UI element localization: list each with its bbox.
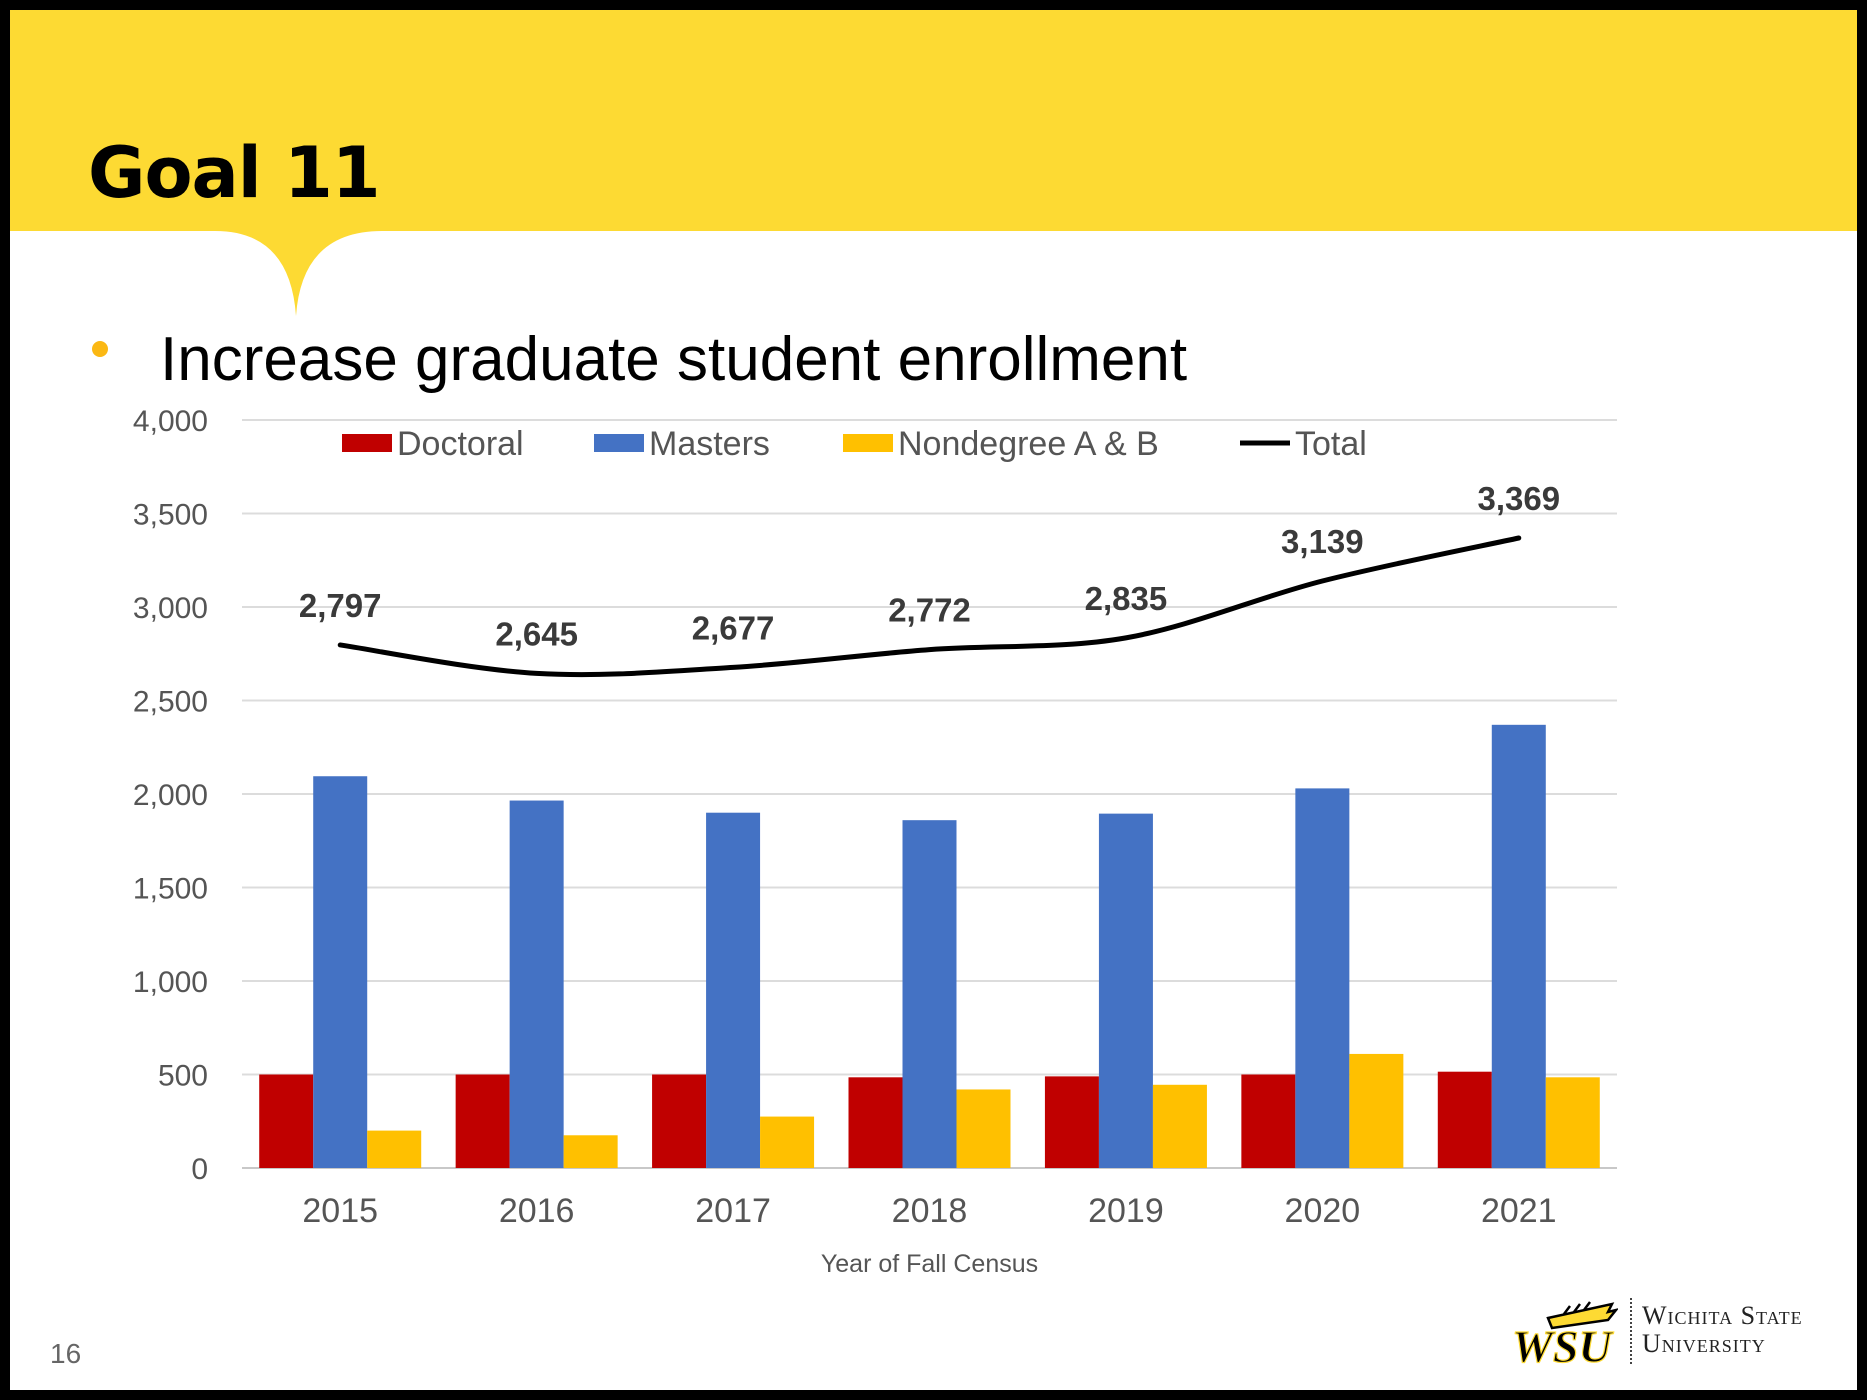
bar-masters <box>902 820 957 1168</box>
bar-nondegree-a-b <box>367 1130 422 1168</box>
slide-title: Goal 11 <box>88 132 381 214</box>
bar-nondegree-a-b <box>956 1089 1011 1168</box>
bar-doctoral <box>1241 1074 1296 1168</box>
x-axis-title: Year of Fall Census <box>821 1250 1038 1278</box>
x-tick-label: 2017 <box>695 1192 771 1230</box>
bar-masters <box>1295 788 1350 1168</box>
bar-masters <box>1098 813 1153 1168</box>
legend-swatch-masters <box>594 434 644 452</box>
bar-nondegree-a-b <box>760 1116 815 1168</box>
bar-doctoral <box>259 1074 314 1168</box>
x-tick-label: 2015 <box>302 1192 378 1230</box>
y-tick-label: 1,500 <box>133 873 208 906</box>
y-tick-label: 500 <box>158 1060 208 1093</box>
legend-swatch-nondegree-a-b <box>843 434 893 452</box>
bar-masters <box>509 800 564 1168</box>
title-banner <box>10 10 1857 231</box>
x-tick-label: 2019 <box>1088 1192 1164 1230</box>
legend-label-doctoral: Doctoral <box>397 425 524 463</box>
total-data-label: 2,797 <box>299 587 382 624</box>
legend-label-nondegree-a-b: Nondegree A & B <box>898 425 1159 463</box>
legend-label-total: Total <box>1295 425 1367 463</box>
university-name: Wichita State University <box>1642 1302 1803 1358</box>
page-number: 16 <box>50 1338 82 1369</box>
enrollment-chart: 0 500 1,000 1,500 2,000 2,500 3,000 3,500 4,000 2… <box>133 405 1617 1278</box>
x-tick-label: 2016 <box>499 1192 575 1230</box>
x-tick-label: 2021 <box>1481 1192 1557 1230</box>
total-line <box>337 535 1522 678</box>
bullet-dot <box>92 341 108 357</box>
legend-swatch-doctoral <box>342 434 392 452</box>
logo-divider <box>1630 1298 1632 1364</box>
bar-nondegree-a-b <box>563 1135 618 1168</box>
total-data-label: 2,645 <box>495 615 578 652</box>
total-data-label: 3,139 <box>1281 523 1364 560</box>
total-data-label: 3,369 <box>1477 480 1560 517</box>
wsu-logo-icon: WSU <box>1511 1301 1618 1368</box>
total-data-label: 2,677 <box>692 609 775 646</box>
bar-doctoral <box>1044 1076 1099 1168</box>
bar-masters <box>1491 724 1546 1168</box>
y-tick-label: 2,500 <box>133 686 208 719</box>
y-tick-label: 3,000 <box>133 592 208 625</box>
x-tick-label: 2020 <box>1285 1192 1361 1230</box>
x-tick-label: 2018 <box>892 1192 968 1230</box>
total-data-label: 2,772 <box>888 592 971 629</box>
bar-nondegree-a-b <box>1152 1084 1207 1168</box>
total-data-label: 2,835 <box>1085 580 1168 617</box>
logo-text: WSU <box>1512 1321 1614 1368</box>
bar-masters <box>706 812 761 1168</box>
y-tick-label: 0 <box>191 1153 208 1186</box>
bar-doctoral <box>1437 1071 1492 1168</box>
banner-notch-shape <box>215 231 382 316</box>
y-tick-label: 2,000 <box>133 779 208 812</box>
y-tick-label: 3,500 <box>133 499 208 532</box>
y-tick-label: 4,000 <box>133 405 208 438</box>
bar-doctoral <box>848 1077 903 1168</box>
bar-doctoral <box>652 1074 707 1168</box>
university-name-line1: Wichita State <box>1642 1301 1803 1330</box>
bar-doctoral <box>455 1074 510 1168</box>
bar-nondegree-a-b <box>1545 1077 1600 1168</box>
university-name-line2: University <box>1642 1329 1766 1358</box>
bar-nondegree-a-b <box>1349 1053 1404 1168</box>
y-tick-label: 1,000 <box>133 966 208 999</box>
slide: Goal 11 Increase graduate student enroll… <box>10 10 1857 1390</box>
bullet-text: Increase graduate student enrollment <box>160 325 1188 394</box>
legend-label-masters: Masters <box>649 425 770 463</box>
bar-masters <box>313 776 368 1168</box>
